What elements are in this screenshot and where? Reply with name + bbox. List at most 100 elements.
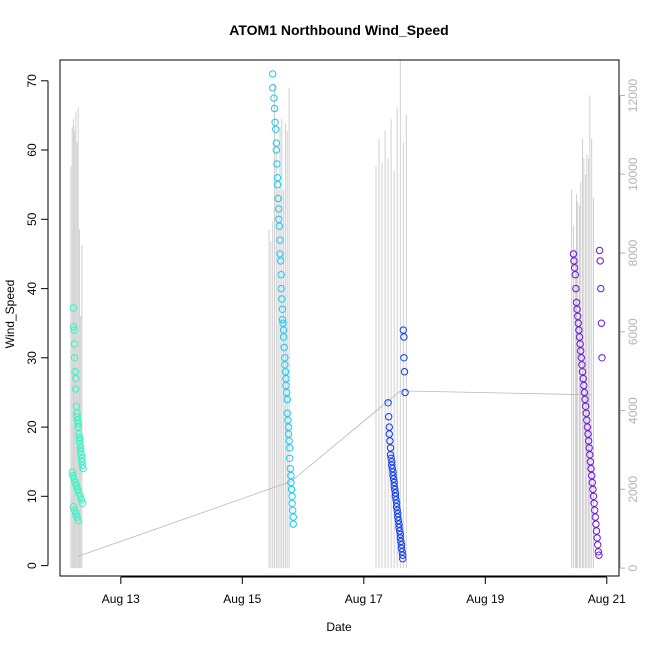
scatter-point: [73, 513, 81, 521]
scatter-point: [385, 413, 393, 421]
scatter-point: [73, 413, 81, 421]
scatter-point: [390, 482, 398, 490]
scatter-point: [595, 551, 603, 559]
scatter-point: [572, 284, 580, 293]
x-axis-title: Date: [326, 620, 352, 634]
scatter-point: [591, 506, 599, 514]
y2-tick-label: 4000: [626, 397, 640, 424]
x-tick-label: Aug 19: [466, 592, 504, 606]
scatter-point: [594, 548, 602, 556]
scatter-point: [593, 534, 601, 542]
scatter-point: [72, 510, 80, 518]
scatter-point: [289, 513, 297, 521]
y-tick-label: 70: [25, 74, 39, 88]
scatter-point: [286, 464, 294, 473]
y-tick-label: 10: [25, 489, 39, 503]
scatter-point: [596, 257, 604, 265]
scatter-point: [74, 419, 82, 428]
scatter-point: [78, 461, 87, 469]
scatter-point: [275, 215, 283, 224]
scatter-point: [592, 527, 601, 535]
scatter-point: [572, 298, 581, 307]
scatter-point: [394, 516, 403, 525]
scatter-point: [272, 125, 280, 134]
scatter-point: [284, 430, 293, 438]
scatter-point: [385, 423, 393, 431]
scatter-point: [589, 485, 597, 494]
scatter-point: [281, 361, 289, 369]
scatter-point: [386, 451, 395, 459]
scatter-point: [289, 506, 297, 514]
scatter-point: [69, 503, 78, 511]
scatter-point: [577, 347, 585, 355]
scatter-point: [597, 319, 606, 327]
scatter-point: [272, 146, 280, 154]
scatter-point: [72, 482, 81, 490]
scatter-point: [72, 374, 80, 383]
scatter-point: [72, 402, 81, 410]
scatter-point: [269, 70, 277, 78]
scatter-point: [274, 194, 282, 203]
scatter-point: [275, 205, 283, 213]
y2-tick-label: 6000: [626, 318, 640, 345]
scatter-point: [393, 506, 401, 514]
scatter-point: [273, 181, 282, 189]
scatter-point: [573, 305, 581, 313]
scatter-point: [77, 451, 86, 459]
scatter-point: [276, 236, 284, 244]
y-tick-label: 60: [25, 143, 39, 157]
scatter-point: [74, 423, 82, 431]
scatter-point: [574, 319, 582, 327]
scatter-point: [288, 499, 296, 507]
scatter-point: [284, 423, 293, 431]
scatter-point: [288, 492, 296, 500]
y-tick-label: 50: [25, 212, 39, 226]
scatter-point: [575, 333, 584, 341]
scatter-point: [276, 257, 285, 265]
scatter-point: [273, 160, 281, 168]
scatter-point: [71, 478, 79, 487]
scatter-point: [75, 430, 83, 438]
scatter-point: [73, 485, 82, 494]
scatter-point: [400, 333, 408, 341]
scatter-point: [78, 454, 86, 462]
scatter-point: [73, 409, 81, 417]
y2-tick-label: 12000: [626, 78, 640, 112]
plot-area: [68, 60, 606, 569]
chart-title: ATOM1 Northbound Wind_Speed: [229, 22, 448, 38]
scatter-point: [70, 506, 79, 514]
scatter-point: [77, 496, 86, 504]
scatter-point: [577, 354, 585, 362]
scatter-point: [580, 381, 588, 390]
scatter-point: [76, 492, 84, 500]
scatter-point: [396, 534, 404, 542]
scatter-point: [391, 489, 400, 497]
y-tick-label: 20: [25, 420, 39, 434]
scatter-point: [282, 388, 291, 397]
scatter-point: [270, 94, 278, 102]
x-tick-label: Aug 17: [345, 592, 383, 606]
scatter-point: [269, 84, 277, 92]
scatter-point: [583, 416, 591, 424]
scatter-point: [73, 416, 82, 424]
scatter-point: [389, 468, 397, 476]
scatter-point: [286, 454, 294, 462]
scatter-point: [397, 537, 405, 546]
scatter-point: [570, 264, 579, 272]
scatter-point: [70, 354, 79, 362]
x-tick-label: Aug 13: [102, 592, 140, 606]
scatter-point: [281, 354, 289, 362]
scatter-point: [575, 326, 583, 334]
scatter-point: [576, 340, 584, 348]
y-tick-label: 40: [25, 282, 39, 296]
scatter-point: [69, 471, 77, 480]
scatter-point: [387, 454, 395, 462]
scatter-point: [597, 284, 605, 293]
scatter-point: [68, 468, 76, 476]
scatter-point: [285, 437, 293, 445]
scatter-point: [586, 451, 594, 459]
scatter-point: [594, 541, 602, 549]
y-tick-label: 30: [25, 351, 39, 365]
scatter-point: [400, 354, 408, 362]
y2-tick-label: 8000: [626, 239, 640, 266]
